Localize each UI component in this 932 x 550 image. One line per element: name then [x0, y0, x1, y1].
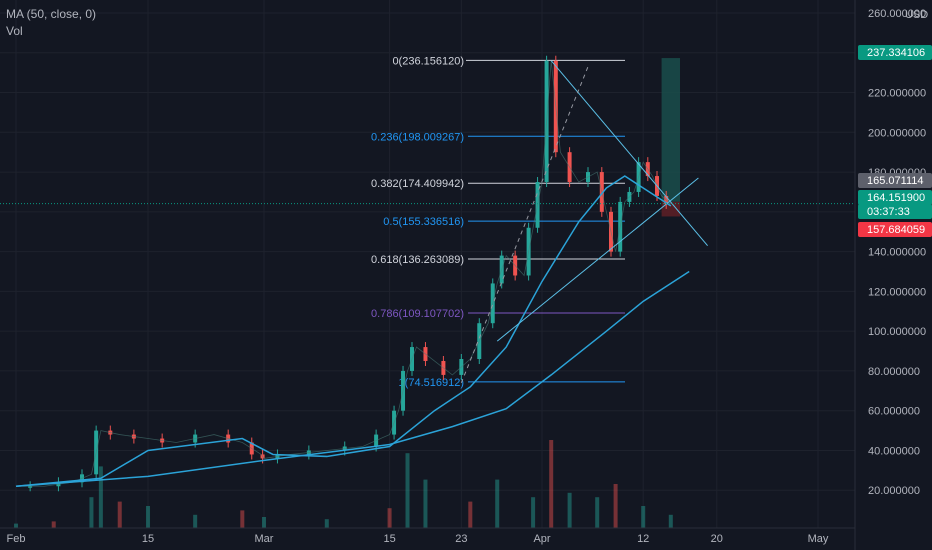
volume-bar [193, 514, 198, 528]
price-tick-label: 40.000000 [868, 445, 920, 457]
time-tick-label: 12 [637, 533, 649, 545]
trend-line[interactable] [550, 60, 708, 246]
trend-line[interactable] [496, 177, 699, 342]
price-badge-text: 165.071114 [867, 175, 923, 187]
volume-bar [324, 519, 329, 528]
price-badge-text: 157.684059 [867, 224, 925, 236]
currency-label: USD [905, 9, 928, 21]
price-tick-label: 200.000000 [868, 127, 926, 139]
fib-level-label: 0.236(198.009267) [371, 131, 464, 143]
price-tick-label: 140.000000 [868, 247, 926, 259]
indicator-legend: MA (50, close, 0) Vol [6, 6, 96, 40]
time-tick-label: 23 [455, 533, 467, 545]
volume-bar [387, 508, 392, 528]
volume-legend-label[interactable]: Vol [6, 24, 23, 38]
price-badge [858, 173, 932, 188]
volume-bar [262, 517, 266, 528]
price-tick-label: 80.000000 [868, 366, 920, 378]
price-badge [858, 190, 932, 205]
price-tick-label: 100.000000 [868, 326, 926, 338]
ma-long-line[interactable] [15, 270, 690, 488]
volume-bar [405, 453, 410, 528]
volume-bar [641, 506, 646, 528]
ma-legend-label[interactable]: MA (50, close, 0) [6, 7, 97, 21]
volume-bar [51, 521, 56, 528]
volume-bar [495, 479, 500, 528]
volume-bar [423, 479, 428, 528]
ma-50-line[interactable] [15, 175, 672, 488]
price-badge [858, 45, 932, 60]
volume-bar [98, 466, 103, 528]
volume-bar [240, 510, 245, 528]
price-badge-text: 03:37:33 [867, 206, 910, 218]
time-tick-label: 20 [711, 533, 723, 545]
price-badge [858, 204, 932, 219]
volume-bar [531, 497, 536, 528]
long-position-profit-zone[interactable] [661, 58, 680, 202]
volume-bar [117, 501, 122, 528]
volume-bar [549, 440, 554, 528]
volume-bar [567, 492, 572, 528]
price-badge [858, 222, 932, 237]
volume-bar [595, 497, 600, 528]
price-axis-background [855, 0, 932, 550]
time-tick-label: Feb [7, 533, 26, 545]
volume-bar [89, 497, 94, 528]
price-tick-label: 260.000000 [868, 8, 926, 20]
candle-body [28, 486, 33, 488]
fib-level-label: 1(74.516912) [399, 377, 464, 389]
time-tick-label: Mar [255, 533, 274, 545]
time-tick-label: 15 [142, 533, 154, 545]
volume-bar [14, 523, 18, 528]
time-tick-label: 15 [383, 533, 395, 545]
price-tick-label: 120.000000 [868, 286, 926, 298]
price-path [16, 60, 672, 487]
volume-bar [468, 501, 473, 528]
dashed-trend-line[interactable] [460, 66, 589, 384]
price-tick-label: 220.000000 [868, 88, 926, 100]
volume-bar [668, 514, 673, 528]
fib-level-label: 0.786(109.107702) [371, 308, 464, 320]
price-tick-label: 60.000000 [868, 406, 920, 418]
volume-bar [613, 484, 618, 528]
price-badge-text: 164.151900 [867, 192, 925, 204]
fib-level-label: 0.382(174.409942) [371, 178, 464, 190]
time-tick-label: May [808, 533, 829, 545]
price-tick-label: 20.000000 [868, 485, 920, 497]
volume-bar [146, 506, 151, 528]
fib-level-label: 0(236.156120) [392, 55, 464, 67]
fib-level-label: 0.618(136.263089) [371, 254, 464, 266]
fib-level-label: 0.5(155.336516) [383, 216, 464, 228]
price-badge-text: 237.334106 [867, 47, 925, 59]
time-tick-label: Apr [533, 533, 550, 545]
